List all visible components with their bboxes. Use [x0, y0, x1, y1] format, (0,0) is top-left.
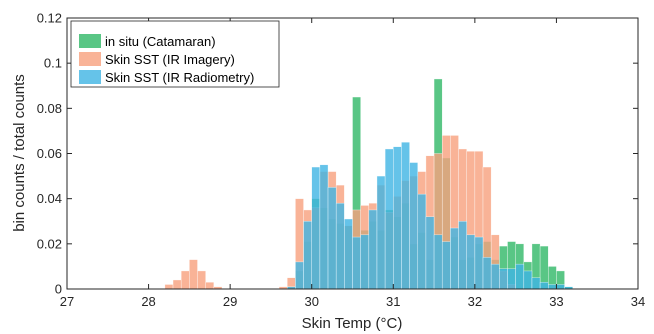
- bar: [531, 277, 541, 290]
- bar: [303, 221, 312, 290]
- y-tick-label: 0.02: [37, 236, 62, 251]
- ticks-layer: 27 28 29 30 31 32 33 34 0 0.02 0.04 0.06 0.08 0.1 0.12: [37, 11, 646, 310]
- x-tick-label: 28: [141, 294, 155, 309]
- bar: [474, 236, 484, 290]
- x-axis-label: Skin Temp (°C): [302, 315, 403, 332]
- bar: [393, 146, 402, 290]
- bar: [499, 268, 508, 290]
- x-tick-label: 33: [549, 294, 563, 309]
- legend-swatch: [79, 34, 101, 48]
- x-tick-label: 29: [223, 294, 237, 309]
- bar: [376, 175, 386, 290]
- legend-label: Skin SST (IR Radiometry): [105, 70, 254, 85]
- bar: [197, 270, 206, 290]
- bar: [295, 261, 304, 290]
- x-tick-label: 34: [631, 294, 645, 309]
- y-tick-label: 0.12: [37, 11, 62, 26]
- legend-item: in situ (Catamaran): [79, 34, 216, 49]
- bar: [319, 164, 329, 290]
- bar: [458, 221, 467, 290]
- legend-box: [70, 20, 280, 88]
- x-tick-label: 31: [386, 294, 400, 309]
- bar: [409, 162, 419, 290]
- bar: [433, 234, 443, 290]
- bar: [450, 227, 459, 290]
- legend-item: Skin SST (IR Radiometry): [79, 70, 254, 85]
- bar: [507, 268, 516, 290]
- y-tick-label: 0.1: [44, 56, 62, 71]
- bar: [548, 284, 557, 290]
- bar: [327, 187, 337, 290]
- y-tick-label: 0.06: [37, 146, 62, 161]
- y-tick-label: 0.08: [37, 101, 62, 116]
- bar: [205, 281, 215, 290]
- bar: [523, 270, 533, 290]
- legend-item: Skin SST (IR Imagery): [79, 52, 235, 67]
- bar: [556, 284, 565, 290]
- x-tick-label: 32: [468, 294, 482, 309]
- bar: [539, 281, 549, 290]
- bar: [311, 166, 321, 290]
- bar: [164, 284, 174, 290]
- bar: [441, 241, 451, 290]
- legend-swatch: [79, 52, 101, 66]
- bar: [172, 279, 182, 290]
- y-axis-label: bin counts / total counts: [11, 74, 28, 232]
- y-tick-label: 0.04: [37, 191, 62, 206]
- bar: [344, 218, 353, 290]
- legend: in situ (Catamaran) Skin SST (IR Imagery)…: [70, 20, 280, 88]
- bar: [417, 193, 427, 290]
- y-tick-label: 0: [55, 282, 62, 297]
- bar: [352, 236, 361, 290]
- legend-label: in situ (Catamaran): [105, 34, 216, 49]
- bar: [360, 234, 370, 290]
- bar: [368, 209, 378, 290]
- bar: [401, 141, 410, 290]
- bar: [180, 270, 190, 290]
- bar: [466, 234, 476, 290]
- bar: [384, 148, 394, 290]
- bar: [189, 259, 198, 290]
- bar: [515, 263, 525, 290]
- x-tick-label: 30: [304, 294, 318, 309]
- legend-items: in situ (Catamaran) Skin SST (IR Imagery)…: [79, 34, 254, 85]
- bar: [482, 257, 492, 290]
- bar: [425, 216, 435, 290]
- legend-swatch: [79, 70, 101, 84]
- bar: [335, 202, 345, 290]
- x-tick-label: 27: [60, 294, 74, 309]
- bar: [490, 263, 500, 290]
- legend-label: Skin SST (IR Imagery): [105, 52, 235, 67]
